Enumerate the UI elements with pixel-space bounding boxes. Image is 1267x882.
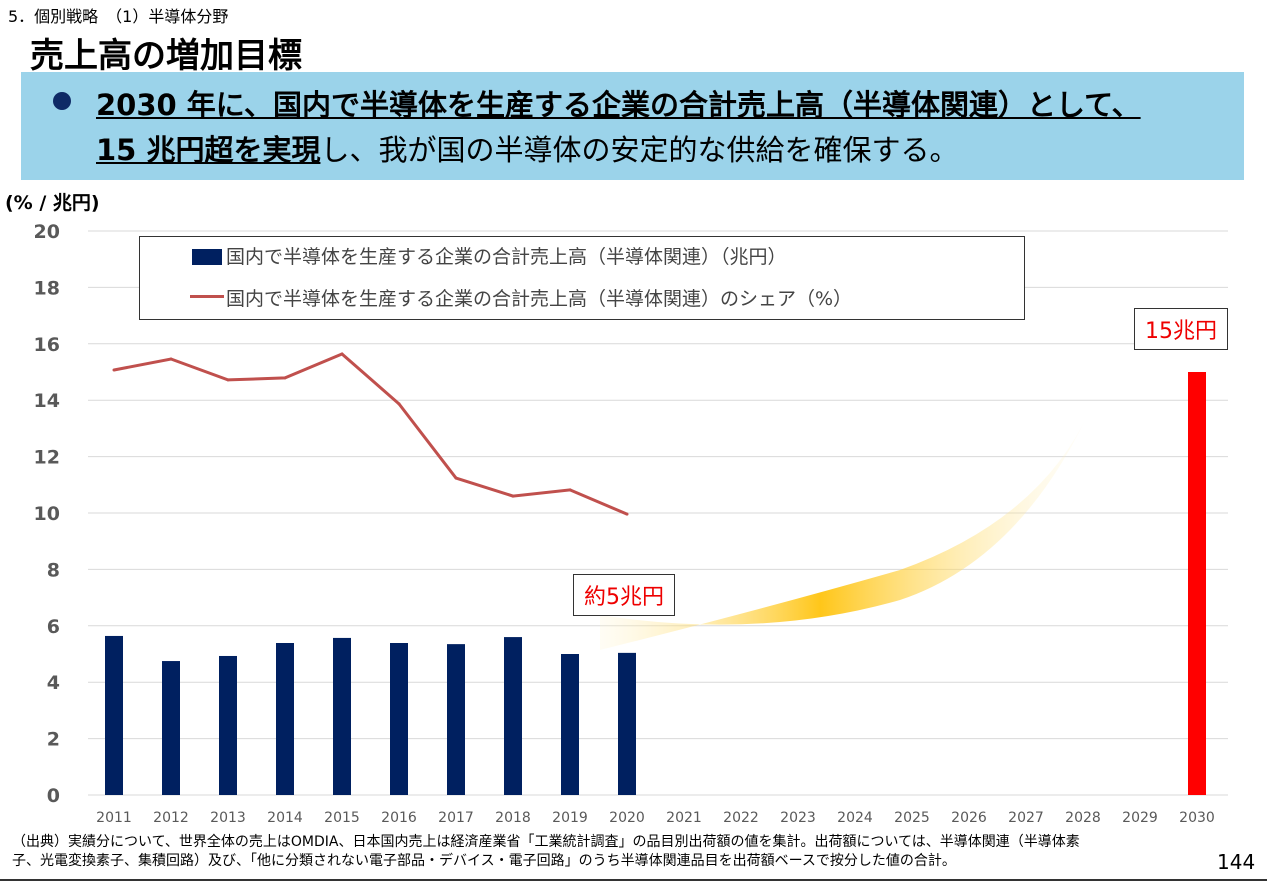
- share-point-2016: [397, 402, 401, 406]
- x-tick-label: 2020: [609, 810, 645, 826]
- bar-2017: [447, 644, 465, 795]
- footnote-line1: （出典）実績分について、世界全体の売上はOMDIA、日本国内売上は経済産業省「工…: [12, 834, 1080, 850]
- share-point-2013: [226, 378, 230, 382]
- x-tick-label: 2030: [1179, 810, 1215, 826]
- x-tick-label: 2014: [267, 810, 303, 826]
- x-tick-label: 2015: [324, 810, 360, 826]
- chart-legend: 国内で半導体を生産する企業の合計売上高（半導体関連）（兆円） 国内で半導体を生産…: [139, 236, 1025, 320]
- growth-arrow: [600, 410, 1090, 650]
- share-point-2012: [169, 357, 173, 361]
- footnote: （出典）実績分について、世界全体の売上はOMDIA、日本国内売上は経済産業省「工…: [12, 833, 1080, 871]
- bullet-icon: [53, 92, 71, 110]
- share-point-2020: [625, 512, 629, 516]
- y-tick-label: 20: [34, 221, 60, 243]
- bar-2011: [105, 635, 123, 795]
- x-tick-label: 2016: [381, 810, 417, 826]
- y-tick-label: 10: [34, 503, 60, 525]
- section-label: 5．個別戦略 （1）半導体分野: [8, 7, 229, 26]
- share-point-2019: [568, 488, 572, 492]
- x-tick-label: 2017: [438, 810, 474, 826]
- footnote-line2: 子、光電変換素子、集積回路）及び、「他に分類されない電子部品・デバイス・電子回路…: [12, 853, 956, 869]
- page-number: 144: [1217, 850, 1256, 874]
- x-tick-label: 2012: [153, 810, 189, 826]
- bar-2013: [219, 655, 237, 795]
- x-tick-label: 2029: [1122, 810, 1158, 826]
- bottom-rule: [0, 879, 1267, 881]
- bar-2030: [1188, 372, 1206, 795]
- share-point-2017: [454, 476, 458, 480]
- bar-2019: [561, 654, 579, 795]
- y-tick-label: 14: [34, 390, 60, 412]
- banner-line2-bold: 15 兆円超を実現: [96, 133, 321, 167]
- bar-2015: [333, 637, 351, 795]
- x-tick-label: 2022: [723, 810, 759, 826]
- bar-2020: [618, 652, 636, 795]
- y-tick-label: 18: [34, 277, 60, 299]
- x-tick-label: 2013: [210, 810, 246, 826]
- legend-bar-swatch: [192, 249, 222, 265]
- x-tick-label: 2024: [837, 810, 873, 826]
- y-tick-label: 4: [47, 672, 60, 694]
- y-tick-label: 12: [34, 447, 60, 469]
- share-line: [113, 352, 628, 516]
- x-tick-label: 2025: [894, 810, 930, 826]
- y-tick-label: 8: [47, 559, 60, 581]
- legend-line-label: 国内で半導体を生産する企業の合計売上高（半導体関連）のシェア（%）: [226, 288, 853, 310]
- x-tick-label: 2027: [1008, 810, 1044, 826]
- banner-line1: 2030 年に、国内で半導体を生産する企業の合計売上高（半導体関連）として、: [96, 88, 1141, 122]
- y-tick-label: 0: [47, 785, 60, 807]
- x-tick-label: 2026: [951, 810, 987, 826]
- share-point-2015: [340, 352, 344, 356]
- share-point-2018: [511, 494, 515, 498]
- legend-line-swatch: [190, 295, 224, 298]
- bar-2018: [504, 637, 522, 795]
- callout-5-trillion: 約5兆円: [573, 574, 675, 616]
- bar-2016: [390, 643, 408, 795]
- chart: 0 2 4 6 8 10 12 14 16 18 20 2011 2012 2013 2014 2015 20…: [34, 221, 1228, 826]
- x-tick-label: 2028: [1065, 810, 1101, 826]
- x-tick-label: 2011: [96, 810, 132, 826]
- x-tick-label: 2018: [495, 810, 531, 826]
- y-axis-unit: (% / 兆円): [5, 192, 100, 214]
- bar-2014: [276, 643, 294, 795]
- share-point-2014: [283, 376, 287, 380]
- y-tick-label: 6: [47, 616, 60, 638]
- bar-2012: [162, 661, 180, 795]
- y-tick-label: 16: [34, 334, 60, 356]
- page-title: 売上高の増加目標: [30, 36, 302, 76]
- callout-15-trillion: 15兆円: [1134, 308, 1228, 350]
- y-tick-label: 2: [47, 729, 60, 751]
- banner-line2-rest: し、我が国の半導体の安定的な供給を確保する。: [320, 133, 959, 167]
- share-point-2011: [112, 368, 116, 372]
- legend-bar-label: 国内で半導体を生産する企業の合計売上高（半導体関連）（兆円）: [226, 246, 787, 268]
- goal-banner: 2030 年に、国内で半導体を生産する企業の合計売上高（半導体関連）として、 1…: [21, 72, 1244, 180]
- x-tick-label: 2019: [552, 810, 588, 826]
- x-tick-label: 2021: [666, 810, 702, 826]
- x-tick-label: 2023: [780, 810, 816, 826]
